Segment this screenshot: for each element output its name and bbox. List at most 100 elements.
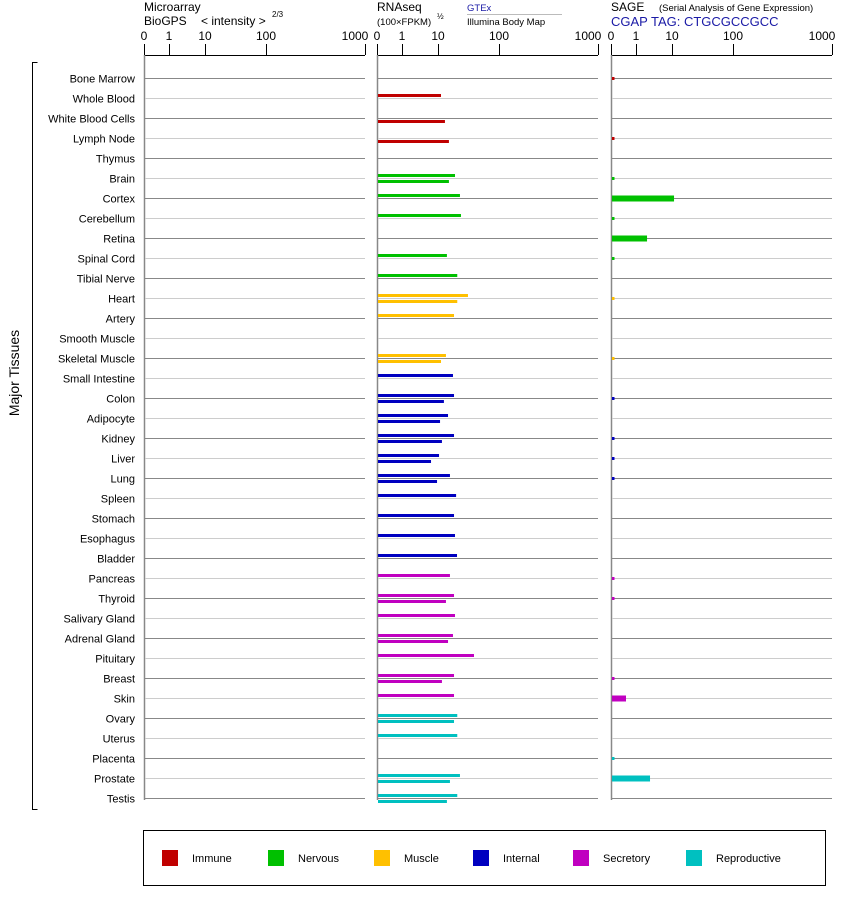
rnaseq-unit: (100×FPKM)	[377, 17, 431, 28]
gtex-bar	[378, 734, 458, 737]
sage-bar	[612, 437, 615, 440]
sage-bar	[612, 695, 626, 702]
tissue-label: Cortex	[103, 194, 136, 206]
legend-swatch-nervous	[268, 850, 284, 866]
tissue-label: Brain	[109, 174, 135, 186]
sage-tag: CGAP TAG: CTGCGCCGCC	[611, 14, 779, 29]
microarray-tick-label: 10	[198, 29, 212, 43]
illumina-bar	[378, 640, 449, 643]
tissue-label: Whole Blood	[73, 94, 135, 106]
tissue-label: Liver	[111, 454, 135, 466]
illumina-series-label: Illumina Body Map	[467, 17, 545, 28]
illumina-bar	[378, 800, 447, 803]
sage-bar	[612, 357, 615, 360]
tissue-label: Salivary Gland	[63, 614, 135, 626]
tissue-label: Skin	[114, 694, 135, 706]
gtex-series-label: GTEx	[467, 3, 492, 14]
tissue-label: Tibial Nerve	[77, 274, 135, 286]
illumina-bar	[378, 440, 442, 443]
microarray-unit-exponent: 2/3	[272, 10, 284, 19]
legend-label-internal: Internal	[503, 853, 540, 865]
microarray-tick-label: 0	[141, 29, 148, 43]
tissue-label: Thyroid	[98, 594, 135, 606]
gtex-bar	[378, 474, 450, 477]
sage-tick-label: 100	[723, 29, 743, 43]
sage-bar	[612, 775, 651, 782]
tissue-label: Adrenal Gland	[65, 634, 135, 646]
illumina-bar	[378, 720, 455, 723]
gtex-bar	[378, 434, 455, 437]
illumina-bar	[378, 400, 444, 403]
illumina-bar	[378, 420, 441, 423]
tissue-label: Spleen	[101, 494, 135, 506]
plot-area: 0 1 10 100 1000 0 1 10 100 1000 0 1 10 100 1000 Bone Ma…	[48, 29, 835, 806]
tissue-label: Spinal Cord	[78, 254, 135, 266]
sage-tick-label: 0	[608, 29, 615, 43]
gtex-bar	[378, 774, 460, 777]
sage-bar	[612, 457, 615, 460]
legend-swatch-muscle	[374, 850, 390, 866]
illumina-bar	[378, 180, 449, 183]
tissue-label: Pituitary	[95, 654, 135, 666]
rnaseq-tick-label: 100	[489, 29, 509, 43]
tissue-label: Stomach	[92, 514, 135, 526]
gtex-bar	[378, 254, 447, 257]
sage-tick-label: 1000	[809, 29, 836, 43]
tissue-label: Lung	[111, 474, 135, 486]
gtex-bar	[378, 194, 460, 197]
sage-bar	[612, 257, 615, 260]
legend-label-immune: Immune	[192, 853, 232, 865]
gtex-bar	[378, 374, 453, 377]
tissue-label: Smooth Muscle	[59, 334, 135, 346]
microarray-title: Microarray	[144, 0, 201, 14]
sage-bar	[612, 597, 615, 600]
tissue-label: Adipocyte	[87, 414, 135, 426]
microarray-source: BioGPS	[144, 14, 187, 28]
sage-subtitle: (Serial Analysis of Gene Expression)	[659, 3, 813, 14]
sage-tick-label: 1	[633, 29, 640, 43]
y-axis-label: Major Tissues	[6, 330, 22, 416]
legend-swatch-immune	[162, 850, 178, 866]
gtex-bar	[378, 454, 440, 457]
tissue-label: Esophagus	[80, 534, 136, 546]
gtex-bar	[378, 314, 455, 317]
gtex-bar	[378, 354, 446, 357]
legend-swatch-internal	[473, 850, 489, 866]
legend-swatch-secretory	[573, 850, 589, 866]
rnaseq-tick-label: 1000	[575, 29, 602, 43]
sage-bar	[612, 235, 648, 242]
legend-label-muscle: Muscle	[404, 853, 439, 865]
gtex-bar	[378, 214, 461, 217]
microarray-tick-label: 1000	[342, 29, 369, 43]
sage-tick-label: 10	[665, 29, 679, 43]
sage-bar	[612, 577, 615, 580]
microarray-unit: < intensity >	[201, 14, 266, 28]
gtex-bar	[378, 714, 458, 717]
legend-swatch-reproductive	[686, 850, 702, 866]
tissue-label: Placenta	[92, 754, 136, 766]
gtex-bar	[378, 514, 455, 517]
tissue-label: Kidney	[101, 434, 135, 446]
tissue-label: Pancreas	[89, 574, 136, 586]
rnaseq-title: RNAseq	[377, 0, 422, 14]
sage-bar	[612, 217, 615, 220]
tissue-label: Retina	[103, 234, 136, 246]
sage-bar	[612, 77, 615, 80]
tissue-label: Small Intestine	[63, 374, 135, 386]
tissue-label: Lymph Node	[73, 134, 135, 146]
tissue-label: Skeletal Muscle	[58, 354, 135, 366]
gtex-bar	[378, 174, 456, 177]
tissue-label: Thymus	[96, 154, 136, 166]
gtex-bar	[378, 94, 442, 97]
sage-bar	[612, 397, 615, 400]
illumina-bar	[378, 360, 442, 363]
tissue-label: Testis	[107, 794, 136, 806]
gtex-bar	[378, 394, 455, 397]
gtex-bar	[378, 674, 455, 677]
gtex-bar	[378, 594, 455, 597]
illumina-bar	[378, 480, 438, 483]
tissue-label: Artery	[106, 314, 136, 326]
gtex-bar	[378, 574, 450, 577]
tissue-label: Colon	[106, 394, 135, 406]
